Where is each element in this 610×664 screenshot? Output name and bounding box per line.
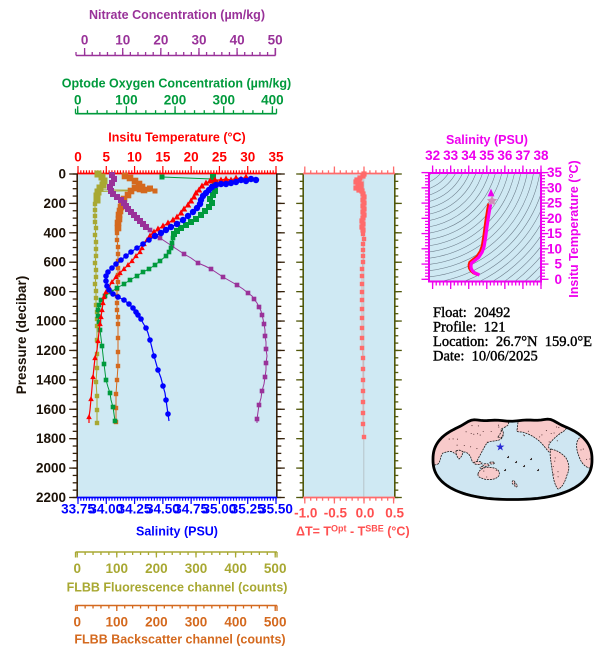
svg-text:10: 10: [127, 150, 142, 165]
svg-text:35: 35: [268, 150, 284, 165]
svg-text:Profile: 121: Profile: 121: [433, 320, 506, 336]
svg-text:2000: 2000: [36, 461, 66, 476]
svg-text:30: 30: [547, 180, 562, 195]
svg-text:34: 34: [461, 148, 477, 163]
svg-text:200: 200: [145, 615, 168, 630]
svg-text:5: 5: [554, 257, 562, 272]
svg-text:300: 300: [185, 561, 208, 576]
svg-text:0: 0: [81, 33, 89, 48]
svg-text:600: 600: [43, 255, 66, 270]
svg-text:20: 20: [153, 33, 168, 48]
svg-text:400: 400: [261, 93, 284, 108]
svg-text:0: 0: [73, 561, 81, 576]
svg-text:Optode Oxygen Concentration (µ: Optode Oxygen Concentration (µm/kg): [62, 77, 291, 91]
svg-text:20: 20: [184, 150, 199, 165]
svg-text:40: 40: [230, 33, 245, 48]
svg-text:ΔT= TOpt - TSBE (°C): ΔT= TOpt - TSBE (°C): [296, 524, 410, 539]
svg-text:35.00: 35.00: [203, 502, 237, 517]
svg-text:0: 0: [73, 615, 81, 630]
svg-text:100: 100: [106, 561, 129, 576]
svg-text:200: 200: [145, 561, 168, 576]
svg-text:34.00: 34.00: [89, 502, 123, 517]
svg-text:1600: 1600: [36, 402, 66, 417]
svg-text:35.50: 35.50: [259, 502, 293, 517]
svg-text:Nitrate Concentration (µm/kg): Nitrate Concentration (µm/kg): [89, 8, 265, 22]
svg-text:15: 15: [155, 150, 171, 165]
svg-text:200: 200: [164, 93, 187, 108]
svg-text:30: 30: [191, 33, 206, 48]
svg-text:35: 35: [547, 165, 563, 180]
svg-text:20: 20: [547, 211, 562, 226]
svg-text:30: 30: [240, 150, 255, 165]
svg-text:34.75: 34.75: [174, 502, 208, 517]
svg-text:10: 10: [115, 33, 130, 48]
svg-text:15: 15: [547, 226, 563, 241]
svg-text:33: 33: [443, 148, 459, 163]
svg-text:0.0: 0.0: [356, 506, 375, 521]
svg-text:-0.5: -0.5: [324, 506, 348, 521]
svg-text:1000: 1000: [36, 314, 66, 329]
svg-text:33.75: 33.75: [61, 502, 95, 517]
svg-text:Salinity (PSU): Salinity (PSU): [446, 133, 528, 147]
svg-text:25: 25: [212, 150, 228, 165]
svg-text:FLBB Fluorescence channel (cou: FLBB Fluorescence channel (counts): [67, 581, 288, 595]
svg-text:1200: 1200: [36, 343, 66, 358]
svg-text:1400: 1400: [36, 372, 66, 387]
svg-text:34.50: 34.50: [146, 502, 180, 517]
svg-text:50: 50: [268, 33, 283, 48]
svg-text:2200: 2200: [36, 490, 66, 505]
svg-text:Insitu Temperature (°C): Insitu Temperature (°C): [108, 131, 245, 145]
svg-text:5: 5: [103, 150, 111, 165]
svg-text:100: 100: [115, 93, 138, 108]
svg-text:300: 300: [212, 93, 235, 108]
svg-text:FLBB Backscatter channel (coun: FLBB Backscatter channel (counts): [74, 633, 285, 647]
svg-text:Salinity (PSU): Salinity (PSU): [136, 525, 218, 539]
svg-text:200: 200: [43, 196, 66, 211]
svg-text:Pressure (decibar): Pressure (decibar): [14, 276, 29, 395]
svg-text:400: 400: [43, 225, 66, 240]
svg-text:0: 0: [74, 150, 82, 165]
svg-text:34.25: 34.25: [118, 502, 152, 517]
svg-text:1800: 1800: [36, 431, 66, 446]
svg-text:35.25: 35.25: [231, 502, 265, 517]
svg-text:400: 400: [224, 615, 247, 630]
svg-text:100: 100: [106, 615, 129, 630]
svg-text:Insitu Temperature (°C): Insitu Temperature (°C): [567, 160, 581, 297]
svg-text:32: 32: [425, 148, 440, 163]
svg-text:10: 10: [547, 241, 562, 256]
svg-text:36: 36: [497, 148, 513, 163]
svg-text:0: 0: [58, 167, 66, 182]
svg-text:37: 37: [515, 148, 530, 163]
svg-text:400: 400: [224, 561, 247, 576]
svg-text:Date: 10/06/2025: Date: 10/06/2025: [433, 349, 538, 365]
svg-text:38: 38: [533, 148, 549, 163]
svg-text:-1.0: -1.0: [294, 506, 317, 521]
svg-text:0: 0: [554, 272, 562, 287]
svg-text:500: 500: [264, 615, 287, 630]
svg-text:Location: 26.7°N 159.0°E: Location: 26.7°N 159.0°E: [433, 334, 592, 350]
svg-text:Float: 20492: Float: 20492: [433, 305, 510, 321]
svg-text:300: 300: [185, 615, 208, 630]
svg-text:0.5: 0.5: [385, 506, 404, 521]
svg-text:800: 800: [43, 284, 66, 299]
svg-text:25: 25: [547, 196, 563, 211]
svg-text:35: 35: [479, 148, 495, 163]
svg-text:0: 0: [74, 93, 82, 108]
svg-text:500: 500: [264, 561, 287, 576]
